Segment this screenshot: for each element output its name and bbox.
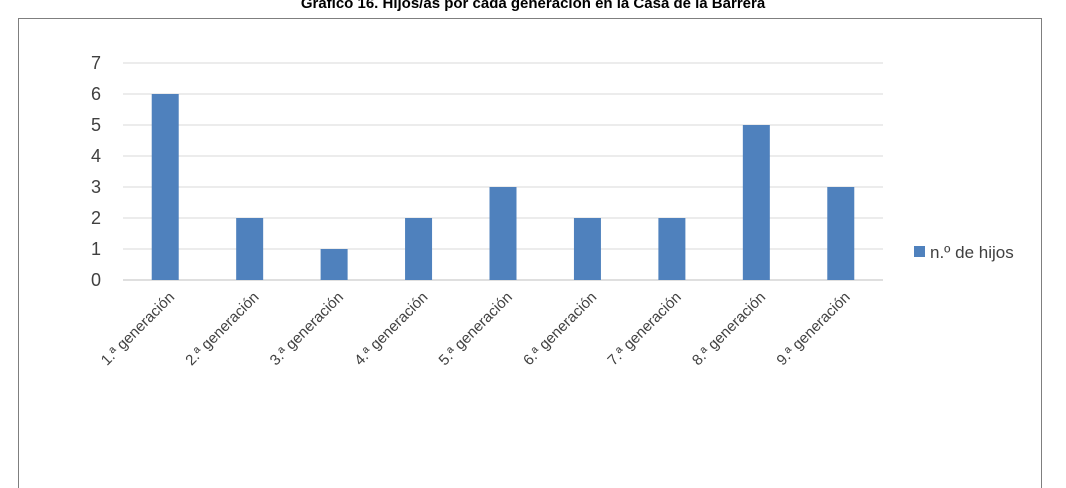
bar [827,187,855,280]
legend-swatch [914,246,925,257]
x-tick-label: 9.ª generación [773,289,853,369]
y-tick-label: 5 [91,115,101,135]
y-tick-label: 1 [91,239,101,259]
x-tick-label: 3.ª generación [267,289,347,369]
chart-title: Gráfico 16. Hijos/as por cada generación… [300,0,766,12]
bar [405,218,433,280]
y-tick-label: 0 [91,270,101,290]
bar [489,187,517,280]
legend-label: n.º de hijos [930,243,1014,262]
chart-frame [18,18,1042,488]
y-tick-label: 4 [91,146,101,166]
legend: n.º de hijos [914,243,1014,262]
bar [151,94,179,280]
x-tick-label: 8.ª generación [689,289,769,369]
bar [573,218,601,280]
x-axis: 1.ª generación 2.ª generación 3.ª generaci… [98,289,854,369]
bar [658,218,686,280]
bar [320,249,348,280]
y-axis: 0 1 2 3 4 5 6 7 [91,53,101,290]
y-tick-label: 7 [91,53,101,73]
bar [742,125,770,280]
x-tick-label: 1.ª generación [98,289,178,369]
x-tick-label: 7.ª generación [604,289,684,369]
bars [151,94,855,280]
y-tick-label: 6 [91,84,101,104]
y-tick-label: 2 [91,208,101,228]
x-tick-label: 4.ª generación [351,289,431,369]
x-tick-label: 2.ª generación [182,289,262,369]
bar [236,218,264,280]
y-tick-label: 3 [91,177,101,197]
x-tick-label: 6.ª generación [520,289,600,369]
x-tick-label: 5.ª generación [436,289,516,369]
